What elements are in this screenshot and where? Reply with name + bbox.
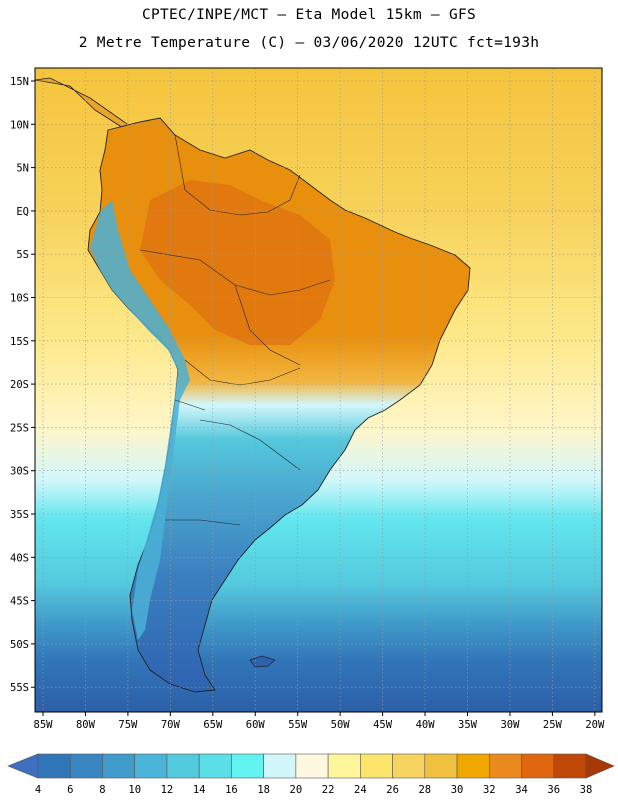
colorbar-label: 20 [290,784,303,796]
lon-label: 25W [543,719,563,731]
lon-label: 45W [373,719,393,731]
lon-label: 40W [416,719,436,731]
lon-label: 60W [246,719,266,731]
colorbar-bin [392,753,426,779]
colorbar-label: 10 [128,784,141,796]
colorbar-label: 24 [354,784,367,796]
lat-label: 15N [10,76,29,88]
colorbar-bin [263,753,297,779]
country-borders [139,134,331,526]
colorbar-label: 4 [35,784,41,796]
colorbar-label: 22 [322,784,335,796]
colorbar-label: 34 [515,784,528,796]
colorbar-arrow-low [7,753,39,779]
lat-label: 35S [10,509,29,521]
colorbar-label: 36 [547,784,560,796]
colorbar-label: 12 [161,784,174,796]
colorbar-bin [102,753,136,779]
map-frame [34,67,603,713]
colorbar-bin [327,753,361,779]
colorbar-label: 38 [580,784,593,796]
colorbar-bin [553,753,587,779]
colorbar-label: 26 [386,784,399,796]
lon-label: 55W [288,719,308,731]
lat-label: 15S [10,336,29,348]
lat-label: 5N [16,163,29,175]
lon-label: 50W [331,719,351,731]
lon-label: 80W [76,719,96,731]
colorbar-arrow-high [585,753,615,779]
latitude-axis: 15N 10N 5N EQ 5S 10S 15S 20S 25S 30S 35S 40S 45S 50S 5… [10,76,35,694]
falkland-islands [249,655,276,668]
colorbar-bin [295,753,329,779]
colorbar-label: 8 [99,784,105,796]
lon-label: 35W [458,719,478,731]
colorbar-bin [360,753,393,779]
colorbar-bin [231,753,264,779]
lat-label: 30S [10,466,29,478]
colorbar-bin [37,753,71,779]
lat-label: 55S [10,682,29,694]
amazon-hot-core [140,180,335,345]
lat-label: 50S [10,639,29,651]
colorbar-bin [488,753,522,779]
colorbar-label: 32 [483,784,496,796]
lon-label: 85W [34,719,54,731]
colorbar-bin [456,753,490,779]
lat-label: 10N [10,119,29,131]
colorbar-label: 16 [225,784,238,796]
colorbar-label: 14 [193,784,206,796]
lon-label: 30W [500,719,520,731]
lat-label: 25S [10,422,29,434]
andes-cold-strip [90,200,190,640]
lat-label: 5S [16,249,29,261]
colorbar-label: 18 [257,784,270,796]
lat-label: 45S [10,596,29,608]
lat-label: EQ [16,206,29,218]
map-title-line-1: CPTEC/INPE/MCT – Eta Model 15km – GFS [141,7,477,23]
colorbar-label: 28 [418,784,431,796]
lat-label: 20S [10,379,29,391]
lon-label: 65W [203,719,223,731]
colorbar-label: 6 [67,784,73,796]
lon-label: 75W [118,719,138,731]
longitude-axis: 85W 80W 75W 70W 65W 60W 55W 50W 45W 40W 35W 30W 25W 2… [34,712,605,731]
colorbar-label: 30 [451,784,464,796]
lat-label: 10S [10,293,29,305]
colorbar-bin [69,753,103,779]
map-title-line-2: 2 Metre Temperature (C) – 03/06/2020 12U… [78,35,540,51]
colorbar-bin [424,753,458,779]
lon-label: 20W [585,719,605,731]
lat-label: 40S [10,552,29,564]
lon-label: 70W [161,719,181,731]
colorbar-bin [134,753,168,779]
colorbar-bin [166,753,200,779]
colorbar-bin [521,753,555,779]
colorbar-bin [198,753,232,779]
lat-lon-grid [35,68,602,712]
